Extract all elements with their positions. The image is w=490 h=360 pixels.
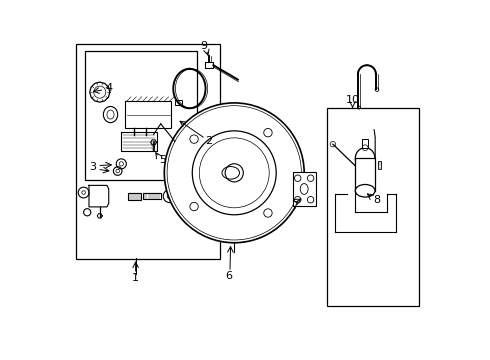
Text: 3: 3 (90, 162, 97, 172)
Text: 6: 6 (225, 271, 232, 281)
Text: 8: 8 (373, 195, 381, 205)
Ellipse shape (355, 148, 375, 169)
Circle shape (164, 103, 304, 243)
Text: 10: 10 (345, 95, 360, 105)
Bar (327, 108, 419, 306)
Text: 1: 1 (132, 273, 139, 283)
Bar (128, 193, 141, 200)
Bar (143, 193, 161, 199)
Circle shape (225, 164, 244, 182)
Bar (175, 100, 182, 105)
Ellipse shape (355, 184, 375, 197)
Text: 7: 7 (291, 201, 298, 211)
Bar (293, 172, 316, 206)
Text: 5: 5 (159, 155, 166, 165)
Bar (378, 161, 381, 169)
Bar (85, 51, 196, 180)
Text: 4: 4 (105, 83, 112, 93)
Bar (76, 44, 220, 259)
Text: 2: 2 (206, 136, 213, 145)
Bar (362, 139, 368, 148)
Bar (125, 101, 172, 128)
Text: 9: 9 (200, 41, 207, 50)
Bar (355, 158, 375, 191)
Bar (205, 62, 214, 68)
